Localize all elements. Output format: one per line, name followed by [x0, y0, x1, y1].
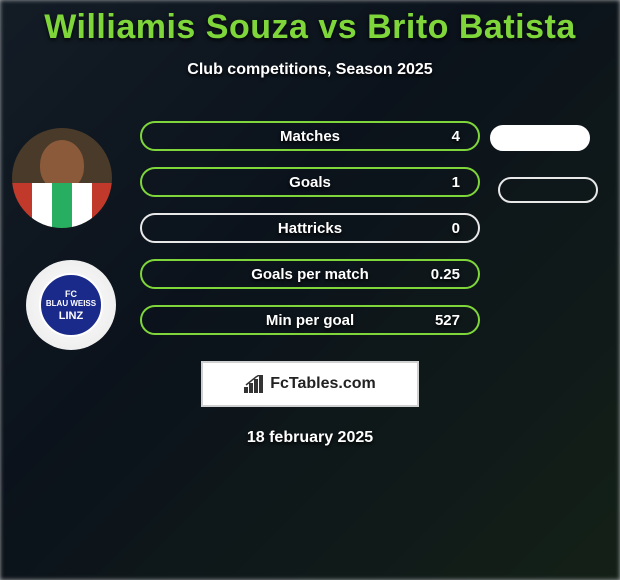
stat-value: 0: [452, 220, 460, 237]
jersey-stripe: [52, 183, 72, 228]
stat-value: 4: [452, 128, 460, 145]
club-badge-inner: FC BLAU WEISS LINZ: [39, 273, 103, 337]
comparison-subtitle: Club competitions, Season 2025: [187, 61, 432, 79]
player-avatar: [12, 128, 112, 228]
jersey-stripe: [32, 183, 52, 228]
stat-label: Goals per match: [142, 266, 478, 283]
jersey-stripe: [12, 183, 32, 228]
comparison-date: 18 february 2025: [247, 429, 373, 447]
stat-value: 0.25: [431, 266, 460, 283]
stat-label: Min per goal: [142, 312, 478, 329]
stat-label: Goals: [142, 174, 478, 191]
badge-line1: FC: [65, 289, 77, 299]
jersey-stripes: [12, 183, 112, 228]
fctables-logo-box: FcTables.com: [201, 361, 419, 407]
stat-label: Hattricks: [142, 220, 478, 237]
jersey-stripe: [92, 183, 112, 228]
stat-row-goals: Goals1: [140, 167, 480, 197]
side-pill-0: [490, 125, 590, 151]
stat-row-matches: Matches4: [140, 121, 480, 151]
stat-value: 527: [435, 312, 460, 329]
badge-line2: BLAU WEISS: [46, 299, 96, 308]
comparison-title: Williamis Souza vs Brito Batista: [44, 8, 576, 47]
club-badge: FC BLAU WEISS LINZ: [26, 260, 116, 350]
side-pill-1: [498, 177, 598, 203]
stat-value: 1: [452, 174, 460, 191]
stat-row-hattricks: Hattricks0: [140, 213, 480, 243]
stat-row-min-per-goal: Min per goal527: [140, 305, 480, 335]
jersey-stripe: [72, 183, 92, 228]
content-wrapper: Williamis Souza vs Brito Batista Club co…: [0, 0, 620, 580]
fctables-logo-text: FcTables.com: [270, 375, 376, 393]
stat-row-goals-per-match: Goals per match0.25: [140, 259, 480, 289]
bar-chart-icon: [244, 375, 264, 393]
badge-line3: LINZ: [59, 310, 83, 322]
stat-label: Matches: [142, 128, 478, 145]
stats-container: Matches4Goals1Hattricks0Goals per match0…: [140, 121, 480, 335]
